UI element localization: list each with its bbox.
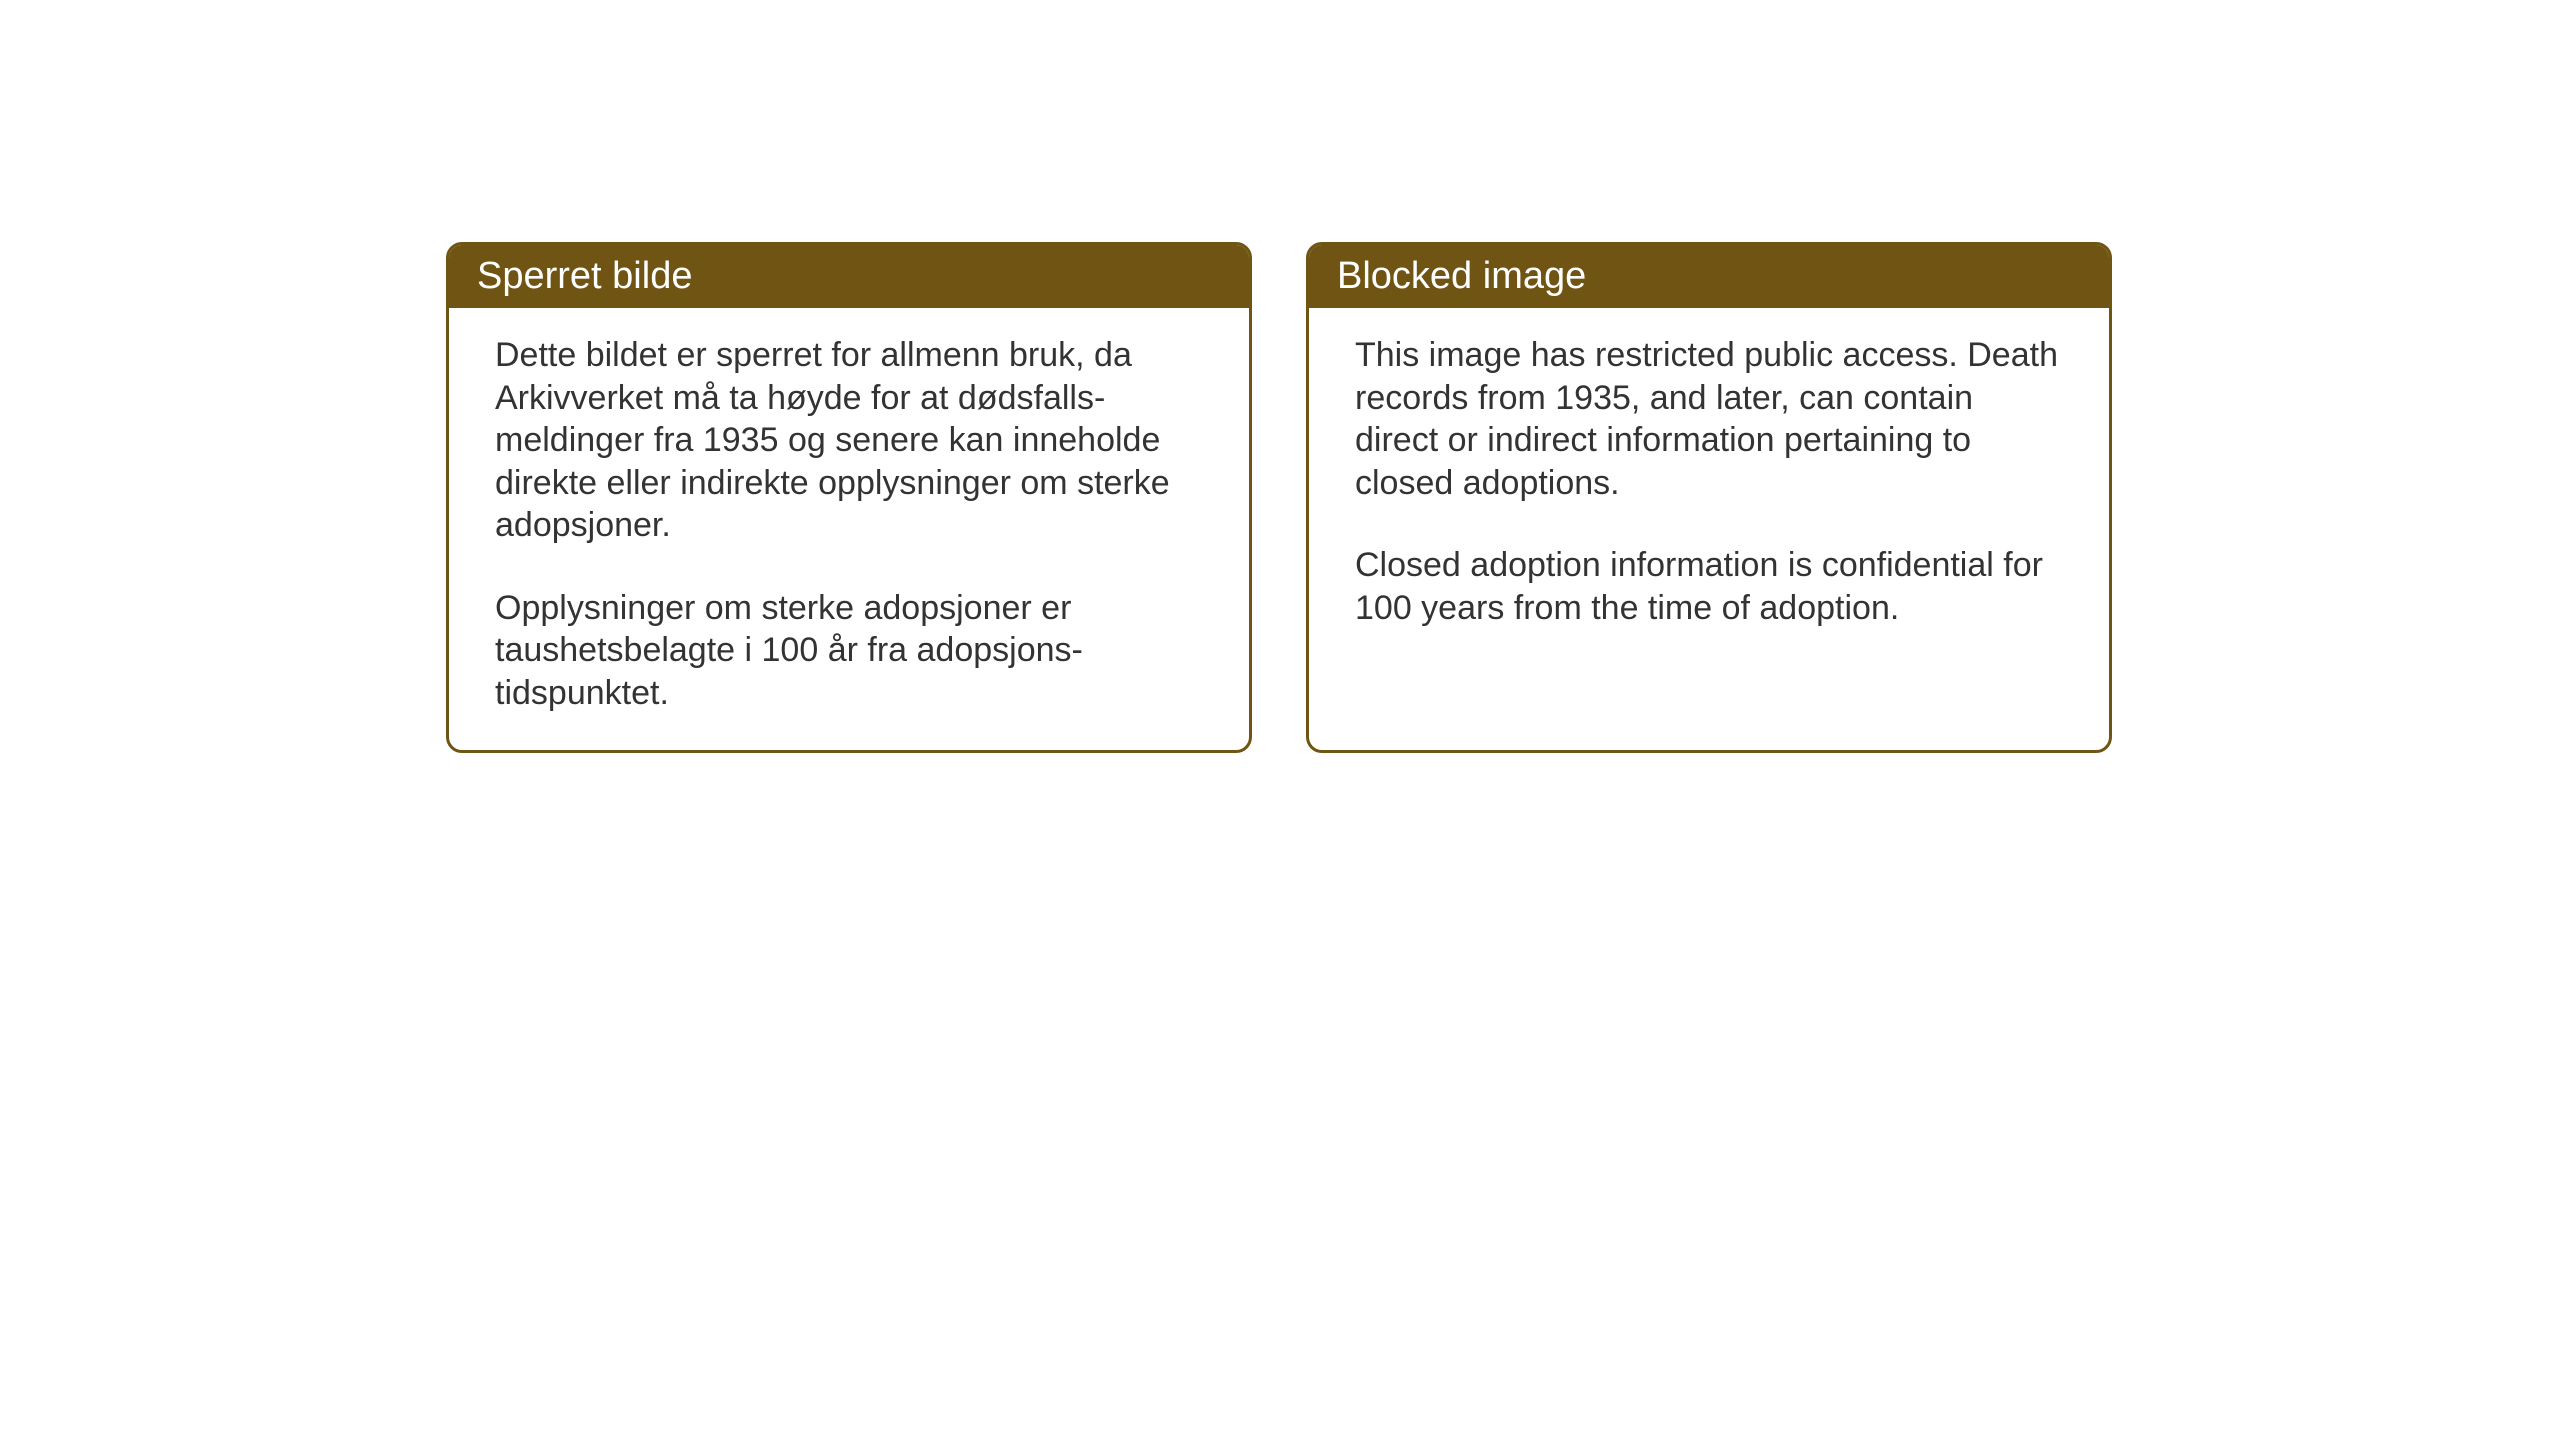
notice-card-norwegian: Sperret bilde Dette bildet er sperret fo…: [446, 242, 1252, 753]
notice-paragraph-2-norwegian: Opplysninger om sterke adopsjoner er tau…: [495, 587, 1203, 715]
notice-body-norwegian: Dette bildet er sperret for allmenn bruk…: [449, 308, 1249, 750]
notice-header-norwegian: Sperret bilde: [449, 245, 1249, 308]
notice-paragraph-1-english: This image has restricted public access.…: [1355, 334, 2063, 504]
notice-card-english: Blocked image This image has restricted …: [1306, 242, 2112, 753]
notice-header-english: Blocked image: [1309, 245, 2109, 308]
notice-paragraph-1-norwegian: Dette bildet er sperret for allmenn bruk…: [495, 334, 1203, 547]
notice-body-english: This image has restricted public access.…: [1309, 308, 2109, 738]
notice-container: Sperret bilde Dette bildet er sperret fo…: [446, 242, 2112, 753]
notice-paragraph-2-english: Closed adoption information is confident…: [1355, 544, 2063, 629]
notice-title-english: Blocked image: [1337, 255, 1586, 297]
notice-title-norwegian: Sperret bilde: [477, 255, 692, 297]
